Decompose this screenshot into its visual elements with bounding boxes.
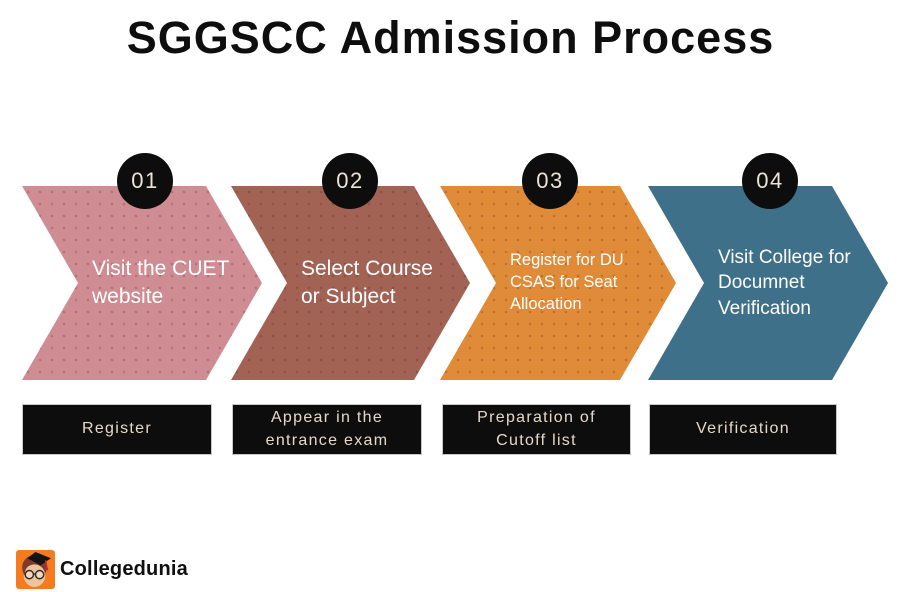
step-number-badge-1: 01 <box>117 153 173 209</box>
step-arrow-1: Visit the CUET website <box>22 186 262 380</box>
step-arrow-2-text: Select Course or Subject <box>301 257 433 308</box>
step-arrow-3-text: Register for DU CSAS for Seat Allocation <box>510 251 624 313</box>
step-arrow-1-text: Visit the CUET website <box>92 257 229 308</box>
step-arrow-4-text: Visit College for Documnet Verification <box>718 247 851 319</box>
step-label-box-3: Preparation of Cutoff list <box>442 404 631 455</box>
step-arrow-2: Select Course or Subject <box>231 186 470 380</box>
step-number-3: 03 <box>536 168 564 193</box>
step-label-box-1: Register <box>22 404 212 455</box>
brand-name: Collegedunia <box>60 558 188 580</box>
page-title: SGGSCC Admission Process <box>126 12 775 63</box>
collegedunia-mascot-icon <box>16 550 55 589</box>
step-arrow-4: Visit College for Documnet Verification <box>648 186 888 380</box>
step-label-3: Preparation of Cutoff list <box>477 409 596 449</box>
step-label-2: Appear in the entrance exam <box>265 409 389 449</box>
step-label-box-4: Verification <box>649 404 837 455</box>
brand-footer: Collegedunia <box>16 550 188 589</box>
step-number-2: 02 <box>336 168 364 193</box>
step-arrow-3: Register for DU CSAS for Seat Allocation <box>440 186 676 380</box>
step-number-4: 04 <box>756 168 784 193</box>
step-label-1: Register <box>82 420 152 438</box>
step-number-badge-4: 04 <box>742 153 798 209</box>
step-number-1: 01 <box>131 168 159 193</box>
step-label-box-2: Appear in the entrance exam <box>232 404 422 455</box>
step-label-4: Verification <box>696 420 790 438</box>
step-number-badge-2: 02 <box>322 153 378 209</box>
step-number-badge-3: 03 <box>522 153 578 209</box>
